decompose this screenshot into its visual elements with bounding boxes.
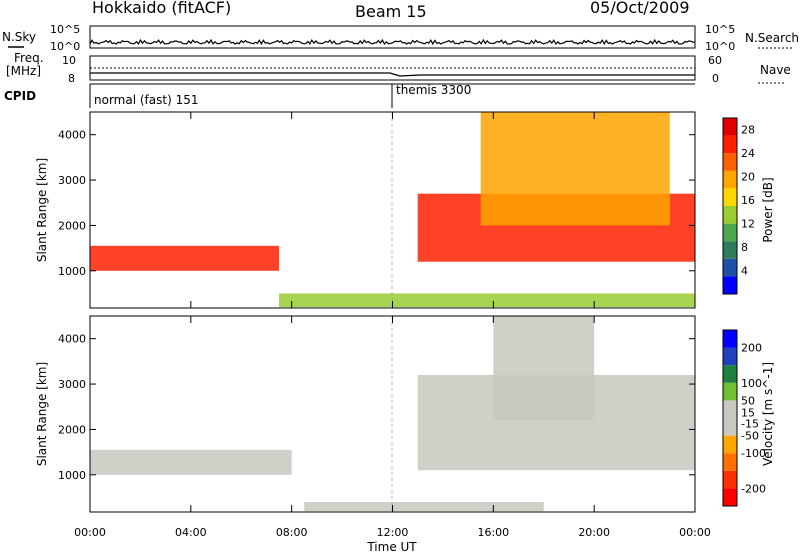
velocity-colorbar-swatch-7: [723, 365, 737, 383]
velocity-panel: 1000 2000 3000 4000 Slant Range [km]: [35, 315, 696, 513]
power-colorbar-swatch-8: [723, 135, 737, 154]
freq-trace: [90, 72, 695, 77]
freq-units: [MHz]: [6, 64, 41, 78]
power-colorbar-swatch-9: [723, 118, 737, 136]
power-colorbar-swatch-1: [723, 258, 737, 277]
power-ylabel: Slant Range [km]: [35, 158, 49, 262]
freq-label: Freq.: [14, 51, 44, 65]
power-feature-0: [90, 245, 280, 271]
power-ytick-2: 3000: [58, 174, 86, 187]
beam-label: Beam 15: [355, 2, 427, 21]
velocity-colorbar-swatch-8: [723, 347, 737, 366]
power-ytick-1: 2000: [58, 219, 86, 232]
xtick-6: 00:00: [679, 526, 711, 539]
date-label: 05/Oct/2009: [590, 0, 690, 17]
nave-top-tick: 60: [708, 54, 722, 67]
freq-bottom-tick: 8: [68, 72, 75, 85]
cpid-segment-themis: themis 3300: [396, 83, 471, 97]
velocity-colorbar-swatch-1: [723, 470, 737, 489]
velocity-colorbar-tick-2: 50: [741, 394, 755, 407]
velocity-feature-2: [493, 316, 595, 421]
xtick-1: 04:00: [175, 526, 207, 539]
velocity-colorbar-swatch-5: [723, 400, 737, 418]
power-colorbar-tick-1: 8: [741, 241, 748, 254]
velocity-colorbar-tick-6: -100: [741, 447, 766, 460]
velocity-ytick-1: 2000: [58, 423, 86, 436]
power-feature-2: [480, 112, 670, 226]
velocity-colorbar-tick-3: 15: [741, 407, 755, 420]
power-ytick-3: 4000: [58, 129, 86, 142]
velocity-colorbar-tick-7: -200: [741, 482, 766, 495]
nave-bottom-tick: 0: [712, 72, 719, 85]
xtick-5: 20:00: [578, 526, 610, 539]
nsearch-label: N.Search: [745, 31, 799, 45]
velocity-colorbar-tick-4: -15: [741, 417, 759, 430]
power-colorbar: 4 8 12 16 20 24 28: [722, 117, 755, 295]
power-colorbar-swatch-2: [723, 241, 737, 259]
power-panel: 1000 2000 3000 4000 Slant Range [km]: [35, 111, 696, 309]
nsearch-bottom-tick: 10^0: [705, 40, 735, 53]
power-colorbar-swatch-4: [723, 206, 737, 224]
nave-label: Nave: [760, 63, 791, 77]
velocity-colorbar-swatch-0: [723, 488, 737, 506]
cpid-segment-normal: normal (fast) 151: [94, 93, 198, 107]
power-colorbar-tick-6: 28: [741, 124, 755, 137]
velocity-ytick-3: 4000: [58, 333, 86, 346]
velocity-colorbar-swatch-4: [723, 418, 737, 436]
velocity-ylabel: Slant Range [km]: [35, 362, 49, 466]
power-colorbar-tick-0: 4: [741, 265, 748, 278]
station-title: Hokkaido (fitACF): [92, 0, 231, 17]
velocity-colorbar-swatch-9: [723, 330, 737, 348]
xtick-4: 16:00: [477, 526, 509, 539]
xtick-2: 08:00: [276, 526, 308, 539]
velocity-colorbar-label: Velocity [m s^-1]: [761, 362, 775, 466]
power-colorbar-swatch-3: [723, 223, 737, 242]
power-colorbar-tick-5: 24: [741, 147, 755, 160]
power-colorbar-swatch-6: [723, 170, 737, 189]
power-ytick-0: 1000: [58, 265, 86, 278]
velocity-feature-3: [304, 502, 544, 512]
power-colorbar-swatch-0: [723, 276, 737, 294]
velocity-colorbar-swatch-3: [723, 435, 737, 454]
power-colorbar-swatch-5: [723, 188, 737, 206]
nsearch-top-tick: 10^5: [705, 23, 735, 36]
power-colorbar-tick-2: 12: [741, 218, 755, 231]
cpid-label: CPID: [4, 89, 36, 103]
freq-strip: Freq. [MHz] 10 8 60 0 Nave: [6, 51, 791, 85]
power-colorbar-swatch-7: [723, 153, 737, 171]
nsky-bottom-tick: 10^0: [50, 40, 80, 53]
cpid-strip: CPID normal (fast) 151 themis 3300: [4, 83, 695, 108]
nsky-strip: N.Sky 10^5 10^0 10^5 10^0 N.Search: [2, 23, 799, 53]
nsky-top-tick: 10^5: [50, 23, 80, 36]
nsky-trace: [89, 38, 696, 46]
velocity-ytick-0: 1000: [58, 469, 86, 482]
velocity-colorbar-tick-1: 100: [741, 377, 762, 390]
velocity-colorbar-swatch-6: [723, 382, 737, 401]
power-colorbar-tick-4: 20: [741, 171, 755, 184]
velocity-ytick-2: 3000: [58, 378, 86, 391]
velocity-colorbar-tick-5: -50: [741, 430, 759, 443]
power-colorbar-tick-3: 16: [741, 194, 755, 207]
freq-top-tick: 10: [62, 54, 76, 67]
nsky-label: N.Sky: [2, 30, 36, 44]
xaxis-label: Time UT: [366, 540, 417, 554]
velocity-feature-0: [90, 449, 292, 475]
power-feature-3: [279, 293, 695, 308]
power-colorbar-label: Power [dB]: [761, 177, 775, 242]
xtick-3: 12:00: [377, 526, 409, 539]
xtick-0: 00:00: [74, 526, 106, 539]
velocity-colorbar-tick-0: 200: [741, 342, 762, 355]
velocity-colorbar-swatch-2: [723, 453, 737, 471]
